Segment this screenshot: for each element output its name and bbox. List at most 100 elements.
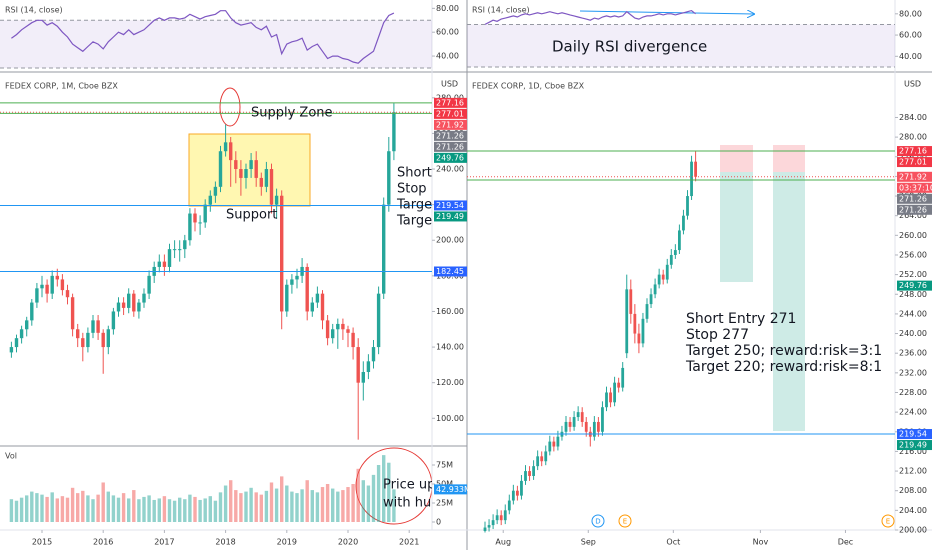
volume-bar bbox=[198, 499, 202, 522]
volume-bar bbox=[25, 495, 29, 522]
volume-bar bbox=[111, 495, 116, 522]
candle-body bbox=[669, 254, 673, 265]
y-tick-label: 248.00 bbox=[899, 290, 927, 299]
candle-body bbox=[208, 195, 212, 205]
candle-body bbox=[682, 215, 685, 231]
volume-bar bbox=[376, 465, 381, 522]
rsi-title: RSI (14, close) bbox=[5, 6, 63, 15]
candle-body bbox=[609, 392, 612, 403]
candle-body bbox=[621, 367, 625, 388]
candle-body bbox=[315, 293, 320, 303]
candle-body bbox=[65, 290, 70, 298]
target-box bbox=[773, 172, 805, 431]
candle-body bbox=[45, 284, 49, 294]
price-tag-label: 271.26 bbox=[436, 131, 464, 140]
candle-body bbox=[178, 249, 182, 251]
candle-body bbox=[556, 436, 560, 447]
candle-body bbox=[520, 480, 523, 496]
candle-body bbox=[285, 284, 289, 312]
candle-body bbox=[198, 222, 202, 224]
candle-body bbox=[167, 249, 172, 267]
candle-body bbox=[361, 372, 365, 383]
volume-bar bbox=[259, 494, 263, 522]
y-tick-label: 240.00 bbox=[899, 329, 927, 338]
price-tag-label: 271.26 bbox=[436, 142, 464, 151]
volume-bar bbox=[70, 487, 75, 522]
volume-bar bbox=[101, 482, 105, 522]
candle-body bbox=[633, 313, 637, 334]
annotation: Targe bbox=[396, 198, 432, 213]
volume-bar bbox=[76, 493, 80, 522]
volume-bar bbox=[356, 468, 360, 522]
candle-body bbox=[601, 407, 604, 432]
candle-body bbox=[657, 274, 661, 285]
candle-body bbox=[19, 329, 24, 339]
volume-bar bbox=[86, 495, 90, 522]
price-tag-label: 271.92 bbox=[899, 172, 927, 181]
supply-zone-box bbox=[188, 133, 311, 207]
candle-body bbox=[686, 196, 689, 216]
candle-body bbox=[86, 332, 90, 348]
rsi-tick-label: 80.00 bbox=[899, 9, 922, 18]
currency: USD bbox=[441, 80, 458, 89]
candle-body bbox=[637, 333, 641, 344]
candle-body bbox=[678, 230, 681, 251]
candle-body bbox=[50, 275, 54, 294]
top-circle bbox=[219, 87, 241, 127]
candle-body bbox=[568, 421, 572, 427]
volume-bar bbox=[331, 488, 335, 522]
divergence-arrow bbox=[579, 11, 754, 14]
candle-body bbox=[336, 323, 340, 330]
y-tick-label: 284.00 bbox=[899, 113, 927, 122]
candle-body bbox=[580, 412, 584, 422]
price-tag bbox=[897, 193, 932, 204]
candle-body bbox=[495, 515, 499, 521]
price-tag-label: 271.26 bbox=[899, 205, 927, 214]
price-tag bbox=[434, 200, 467, 211]
y-tick-label: 244.00 bbox=[899, 309, 927, 318]
volume-bar bbox=[280, 476, 284, 522]
candle-body bbox=[653, 284, 657, 295]
candle-body bbox=[665, 264, 669, 280]
volume-bar bbox=[142, 496, 146, 522]
annotation: Target 220; reward:risk=8:1 bbox=[685, 359, 882, 375]
candle-body bbox=[101, 332, 105, 348]
price-tag-label: 277.01 bbox=[436, 109, 464, 118]
candle-body bbox=[106, 329, 110, 348]
volume-bar bbox=[295, 493, 299, 522]
x-tick-label: Dec bbox=[838, 538, 853, 547]
candle-body bbox=[544, 451, 548, 462]
volume-bar bbox=[249, 487, 253, 522]
annotation: Price up bbox=[383, 478, 435, 493]
y-tick-label: 140.00 bbox=[436, 343, 464, 352]
candle-body bbox=[70, 297, 75, 330]
event-label: E bbox=[623, 518, 627, 526]
rsi-tick-label: 60.00 bbox=[899, 31, 922, 40]
y-tick-label: 260.00 bbox=[899, 231, 927, 240]
candle-body bbox=[645, 304, 649, 319]
volume-bar bbox=[366, 485, 371, 522]
rsi-tick-label: 60.00 bbox=[436, 28, 459, 37]
y-tick-label: 224.00 bbox=[899, 408, 927, 417]
volume-bar bbox=[30, 491, 34, 522]
candle-body bbox=[592, 421, 596, 437]
y-tick-label: 208.00 bbox=[899, 486, 927, 495]
y-tick-label: 200.00 bbox=[899, 526, 927, 535]
candle-body bbox=[218, 151, 223, 187]
y-tick-label: 280.00 bbox=[899, 133, 927, 142]
volume-bar bbox=[127, 498, 131, 522]
candle-body bbox=[548, 441, 552, 452]
price-tag-label: 271.92 bbox=[436, 120, 464, 129]
volume-bar bbox=[371, 474, 376, 522]
volume-bar bbox=[239, 493, 243, 522]
candle-body bbox=[295, 275, 299, 280]
volume-bar bbox=[305, 480, 309, 522]
candle-body bbox=[528, 471, 531, 476]
candle-body bbox=[142, 293, 146, 303]
candle-body bbox=[597, 421, 600, 432]
price-tag bbox=[434, 152, 467, 163]
candle-body bbox=[229, 142, 233, 161]
y-tick-label: 100.00 bbox=[436, 414, 464, 423]
event-label: D bbox=[595, 518, 600, 526]
